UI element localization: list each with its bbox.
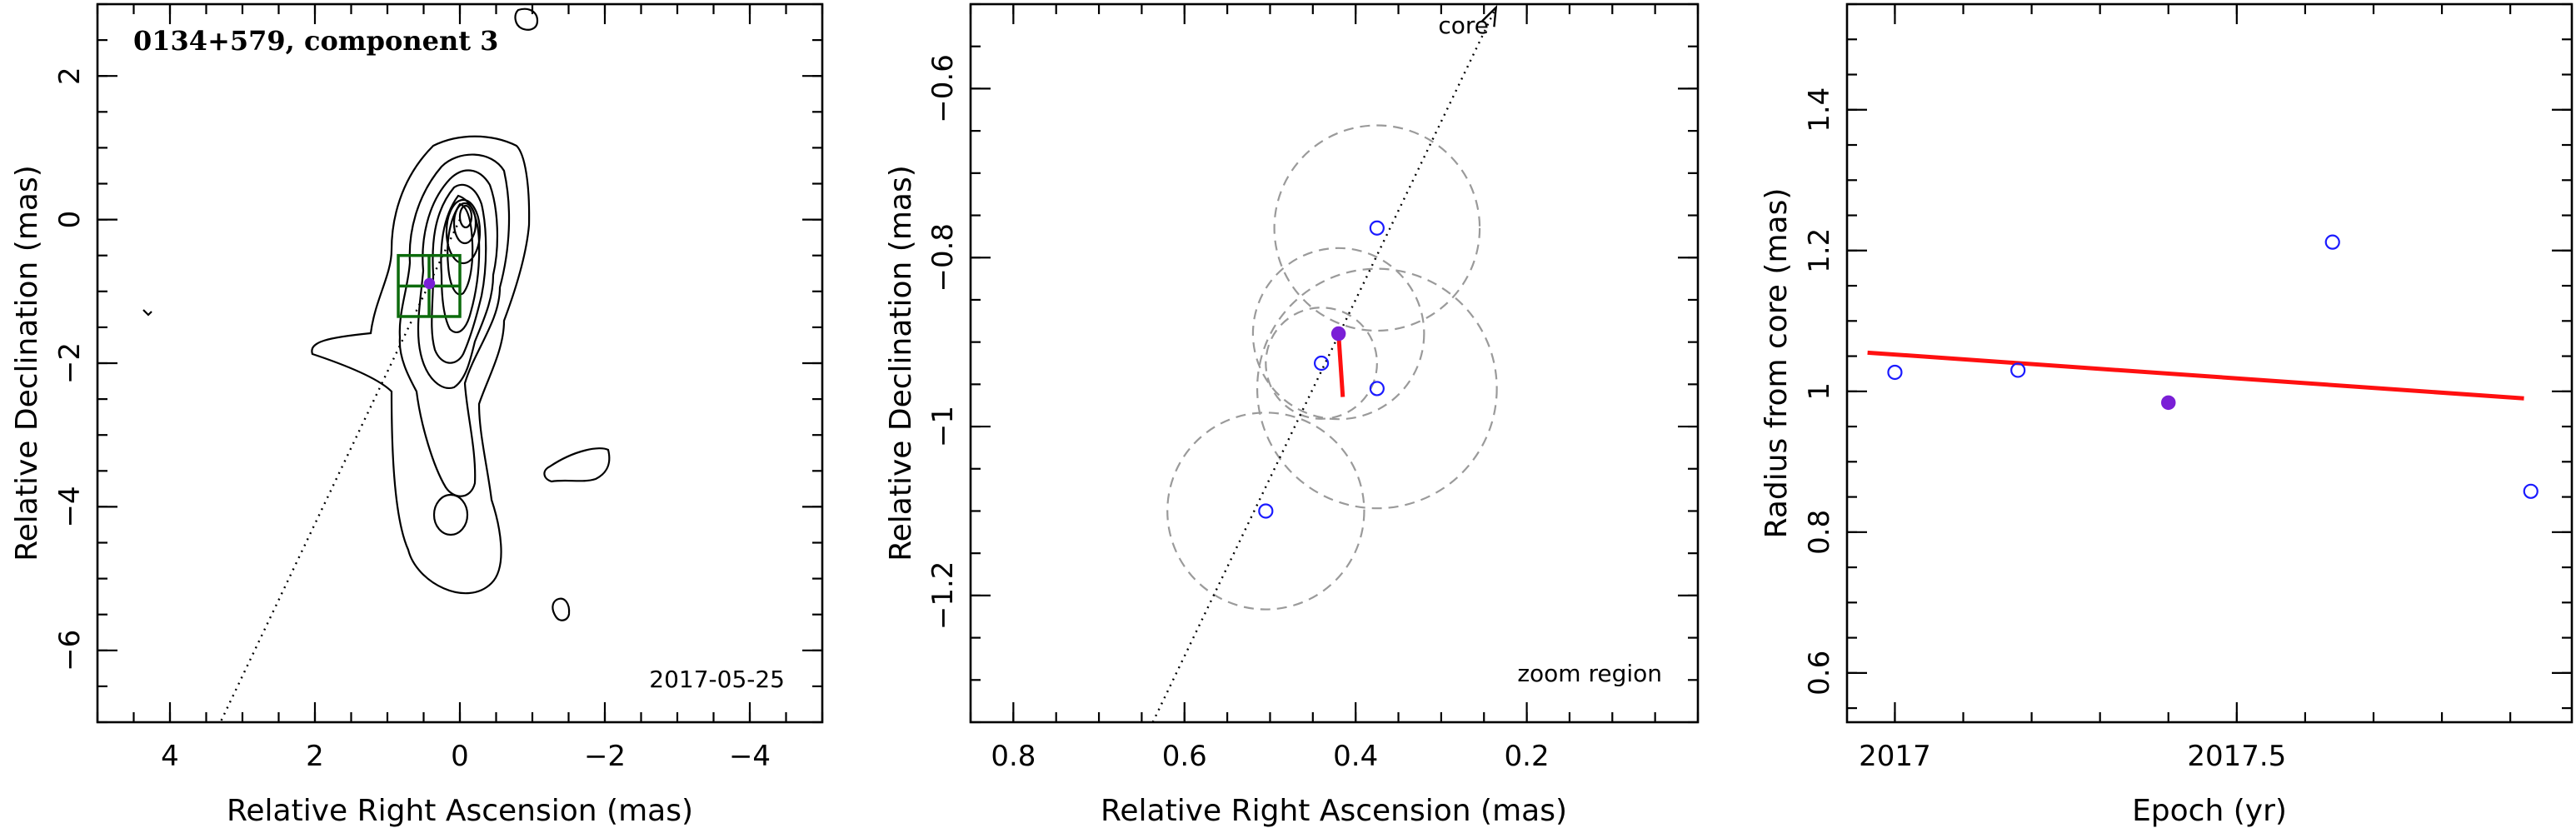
contour-core-3 <box>458 204 473 229</box>
panel3-ticks: 2017 2017.5 0.6 0.8 1 1.2 1.4 <box>1803 2 2572 773</box>
error-circle <box>1273 124 1481 332</box>
error-circles <box>1166 124 1498 611</box>
x-tick-label: 0.8 <box>991 740 1036 773</box>
panel3-ylabel: Radius from core (mas) <box>1760 188 1794 539</box>
contour-top-blob <box>514 7 539 31</box>
error-circle <box>1166 412 1365 611</box>
epoch-point <box>1369 381 1385 397</box>
epoch-point <box>2523 483 2539 499</box>
panel1-xlabel: Relative Right Ascension (mas) <box>227 794 693 828</box>
panel1-ticks: 4 2 0 −2 −4 2 0 −2 −4 −6 <box>53 2 824 773</box>
y-tick-label: −1 <box>926 406 960 447</box>
panel3-frame <box>1845 2 2574 724</box>
y-tick-label: 0 <box>53 211 87 229</box>
y-tick-label: −2 <box>53 342 87 384</box>
x-tick-label: 2017.5 <box>2187 740 2286 773</box>
contour-south-blob <box>552 597 571 621</box>
contour-west-fragment <box>142 309 152 317</box>
jet-axis-line <box>1151 7 1497 723</box>
zoom-region-label: zoom region <box>1517 660 1662 687</box>
x-tick-label: 2 <box>306 740 324 773</box>
epoch-point <box>1887 364 1903 381</box>
epoch-point <box>1369 220 1385 236</box>
y-tick-label: −6 <box>53 630 87 671</box>
velocity-vector <box>1336 333 1345 397</box>
x-tick-label: 0.4 <box>1333 740 1378 773</box>
contour-level-4 <box>431 183 487 364</box>
position-points <box>1258 220 1385 519</box>
radius-points <box>1887 234 2539 499</box>
contour-map <box>142 7 611 621</box>
x-tick-label: −2 <box>584 740 626 773</box>
jet-axis-line <box>219 219 462 723</box>
y-tick-label: 1.2 <box>1803 228 1836 273</box>
epoch-point <box>2324 234 2340 250</box>
panel2-xlabel: Relative Right Ascension (mas) <box>1101 794 1567 828</box>
panel1-ylabel: Relative Declination (mas) <box>10 165 44 561</box>
panel1-frame <box>96 2 824 724</box>
epoch-date-label: 2017-05-25 <box>649 666 785 693</box>
panel3-xlabel: Epoch (yr) <box>2132 794 2287 828</box>
panel2-ylabel: Relative Declination (mas) <box>884 165 918 561</box>
epoch-point <box>2010 362 2026 378</box>
x-tick-label: 0.2 <box>1505 740 1550 773</box>
y-tick-label: −1.2 <box>926 561 960 631</box>
error-circle <box>1265 307 1378 420</box>
x-tick-label: −4 <box>729 740 771 773</box>
x-tick-label: 0 <box>451 740 469 773</box>
error-circle <box>1251 247 1425 421</box>
panel1-title: 0134+579, component 3 <box>133 25 498 57</box>
contour-east-blob <box>543 447 611 483</box>
contour-core-2 <box>452 202 477 245</box>
y-tick-label: 1.4 <box>1803 87 1836 132</box>
component-marker <box>423 277 436 290</box>
contour-level-2 <box>398 153 511 497</box>
x-tick-label: 2017 <box>1859 740 1931 773</box>
y-tick-label: −0.6 <box>926 54 960 123</box>
contour-level-3 <box>417 169 498 390</box>
epoch-point <box>1313 355 1330 372</box>
panel2-ticks: 0.8 0.6 0.4 0.2 −0.6 −0.8 −1 −1.2 <box>926 2 1700 773</box>
y-tick-label: 0.8 <box>1803 510 1836 555</box>
contour-core-1 <box>445 198 482 265</box>
x-tick-label: 4 <box>161 740 179 773</box>
panel2-frame <box>969 2 1700 724</box>
panel-contour-map: 4 2 0 −2 −4 2 0 −2 −4 −6 0134+579, component 3 20… <box>10 2 824 828</box>
y-tick-label: 0.6 <box>1803 651 1836 696</box>
panel-radius-epoch: 2017 2017.5 0.6 0.8 1 1.2 1.4 Epoch (yr) Radiu… <box>1760 2 2574 828</box>
radius-fit-line <box>1867 350 2524 401</box>
y-tick-label: −0.8 <box>926 223 960 292</box>
current-epoch-point <box>1330 326 1346 342</box>
panel-zoom-region: 0.8 0.6 0.4 0.2 −0.6 −0.8 −1 −1.2 core zoom reg… <box>884 2 1700 828</box>
error-circle <box>1256 267 1498 510</box>
contour-knot-lower <box>432 493 469 536</box>
y-tick-label: 2 <box>53 67 87 85</box>
x-tick-label: 0.6 <box>1162 740 1207 773</box>
current-epoch-point <box>2161 395 2176 411</box>
core-direction-arrowhead <box>1481 4 1498 27</box>
core-label: core <box>1438 12 1489 39</box>
epoch-point <box>1258 503 1274 519</box>
y-tick-label: −4 <box>53 486 87 527</box>
y-tick-label: 1 <box>1803 382 1836 401</box>
contour-level-1 <box>311 135 531 595</box>
